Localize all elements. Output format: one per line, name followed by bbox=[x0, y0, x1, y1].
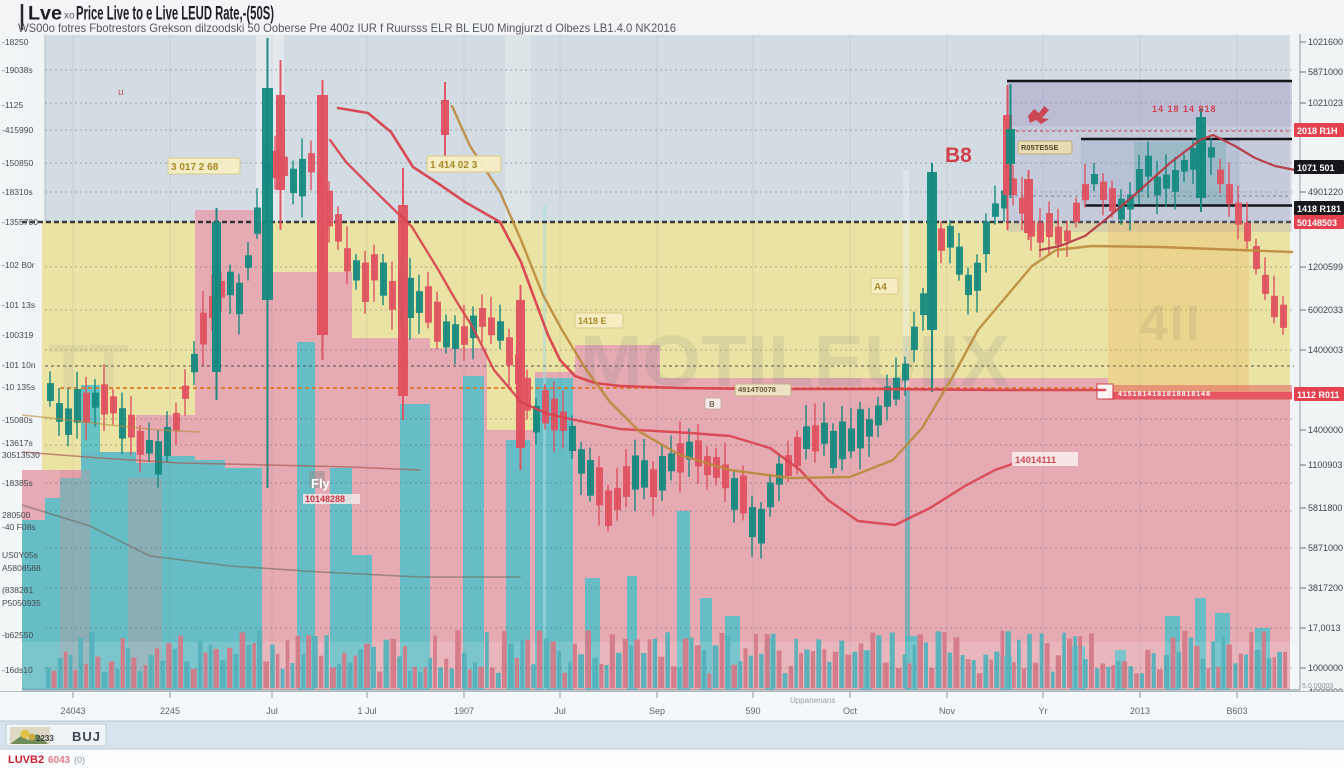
svg-text:Jul: Jul bbox=[554, 706, 566, 716]
svg-text:5871000: 5871000 bbox=[1308, 67, 1343, 77]
svg-text:Jul: Jul bbox=[266, 706, 278, 716]
svg-text:1112 R011: 1112 R011 bbox=[1297, 390, 1340, 400]
svg-text:5.0.00003: 5.0.00003 bbox=[1302, 683, 1333, 690]
svg-text:24043: 24043 bbox=[60, 706, 85, 716]
svg-text:(0): (0) bbox=[74, 755, 85, 765]
svg-text:14 18 14 818: 14 18 14 818 bbox=[1152, 104, 1217, 114]
svg-text:5811800: 5811800 bbox=[1308, 503, 1342, 513]
svg-text:LUVB2: LUVB2 bbox=[8, 754, 44, 766]
svg-text:Oct: Oct bbox=[843, 706, 858, 716]
svg-text:2233: 2233 bbox=[36, 734, 54, 743]
svg-text:-102 B0r: -102 B0r bbox=[2, 260, 35, 270]
svg-text:-18385s: -18385s bbox=[2, 478, 33, 488]
svg-text:-101 10n: -101 10n bbox=[2, 360, 36, 370]
svg-text:-101 13s: -101 13s bbox=[2, 300, 35, 310]
svg-text:A4: A4 bbox=[874, 282, 887, 293]
svg-text:WS00o fotres Fbotrestors Greks: WS00o fotres Fbotrestors Grekson dilzood… bbox=[18, 21, 676, 35]
svg-text:1021600: 1021600 bbox=[1308, 37, 1343, 47]
svg-text:2018 R1H: 2018 R1H bbox=[1297, 126, 1338, 136]
svg-text:50148503: 50148503 bbox=[1297, 218, 1337, 228]
svg-text:17,0013: 17,0013 bbox=[1308, 623, 1341, 633]
svg-text:1400000: 1400000 bbox=[1308, 425, 1343, 435]
svg-text:4914T0078: 4914T0078 bbox=[738, 385, 776, 394]
svg-text:xo: xo bbox=[64, 11, 75, 22]
svg-text:14014111: 14014111 bbox=[1015, 455, 1057, 466]
svg-text:1418 R181: 1418 R181 bbox=[1297, 204, 1341, 214]
svg-text:6002033: 6002033 bbox=[1308, 305, 1343, 315]
svg-text:1418 E: 1418 E bbox=[578, 316, 607, 326]
svg-text:Fly: Fly bbox=[311, 476, 331, 491]
svg-text:-b62550: -b62550 bbox=[2, 630, 33, 640]
svg-text:-100319: -100319 bbox=[2, 330, 33, 340]
svg-text:-40 F08s: -40 F08s bbox=[2, 522, 36, 532]
svg-text:30513530: 30513530 bbox=[2, 450, 40, 460]
svg-text:-19038s: -19038s bbox=[2, 65, 33, 75]
svg-text:Sep: Sep bbox=[649, 706, 665, 716]
svg-text:1 Jul: 1 Jul bbox=[357, 706, 376, 716]
svg-text:TT: TT bbox=[48, 330, 129, 404]
svg-text:6043: 6043 bbox=[48, 755, 71, 766]
svg-text:5871000: 5871000 bbox=[1308, 543, 1343, 553]
svg-text:1400003: 1400003 bbox=[1308, 345, 1343, 355]
svg-text:10148288: 10148288 bbox=[305, 494, 345, 504]
svg-text:4151814181818818148: 4151814181818818148 bbox=[1118, 391, 1211, 398]
svg-text:1071 501: 1071 501 bbox=[1297, 163, 1335, 173]
svg-text:Uppanenans: Uppanenans bbox=[790, 696, 835, 705]
svg-text:Nov: Nov bbox=[939, 706, 956, 716]
svg-text:-10 135s: -10 135s bbox=[2, 382, 35, 392]
svg-text:2245: 2245 bbox=[160, 706, 180, 716]
svg-text:3 017 2 68: 3 017 2 68 bbox=[171, 162, 219, 173]
svg-text:BUJ: BUJ bbox=[72, 729, 101, 744]
svg-text:B8: B8 bbox=[945, 144, 972, 167]
svg-text:-415990: -415990 bbox=[2, 125, 33, 135]
svg-text:1200599: 1200599 bbox=[1308, 262, 1343, 272]
svg-text:B: B bbox=[709, 400, 715, 409]
svg-text:u: u bbox=[118, 87, 124, 98]
svg-text:R05TE5SE: R05TE5SE bbox=[1021, 143, 1059, 152]
svg-text:Yr: Yr bbox=[1039, 706, 1048, 716]
svg-text:590: 590 bbox=[745, 706, 760, 716]
svg-text:4II: 4II bbox=[1140, 295, 1202, 351]
svg-text:-13617s: -13617s bbox=[2, 438, 33, 448]
svg-text:4901220: 4901220 bbox=[1308, 187, 1343, 197]
svg-text:(838281: (838281 bbox=[2, 585, 33, 595]
svg-text:1907: 1907 bbox=[454, 706, 474, 716]
svg-text:Price Live to e Live LEUD Rate: Price Live to e Live LEUD Rate,-(50S) bbox=[76, 4, 274, 25]
svg-text:-150850: -150850 bbox=[2, 158, 33, 168]
svg-text:2013: 2013 bbox=[1130, 706, 1150, 716]
svg-text:1100903: 1100903 bbox=[1308, 460, 1342, 470]
svg-text:-18250: -18250 bbox=[2, 37, 29, 47]
svg-text:280500: 280500 bbox=[2, 510, 31, 520]
svg-text:1021023: 1021023 bbox=[1308, 98, 1343, 108]
svg-text:3817200: 3817200 bbox=[1308, 583, 1343, 593]
svg-text:1 414 02 3: 1 414 02 3 bbox=[430, 160, 478, 171]
svg-text:B603: B603 bbox=[1226, 706, 1247, 716]
svg-text:1000000: 1000000 bbox=[1308, 663, 1343, 673]
svg-text:US0Y05s: US0Y05s bbox=[2, 550, 38, 560]
svg-text:-1125: -1125 bbox=[2, 100, 23, 110]
svg-text:-15080s: -15080s bbox=[2, 415, 33, 425]
svg-text:-16ds10: -16ds10 bbox=[2, 665, 33, 675]
svg-text:-1355700: -1355700 bbox=[2, 217, 38, 227]
svg-text:A5808588: A5808588 bbox=[2, 563, 41, 573]
svg-text:-18310s: -18310s bbox=[2, 187, 33, 197]
svg-text:Lve: Lve bbox=[28, 4, 62, 25]
svg-text:P5050935: P5050935 bbox=[2, 598, 41, 608]
